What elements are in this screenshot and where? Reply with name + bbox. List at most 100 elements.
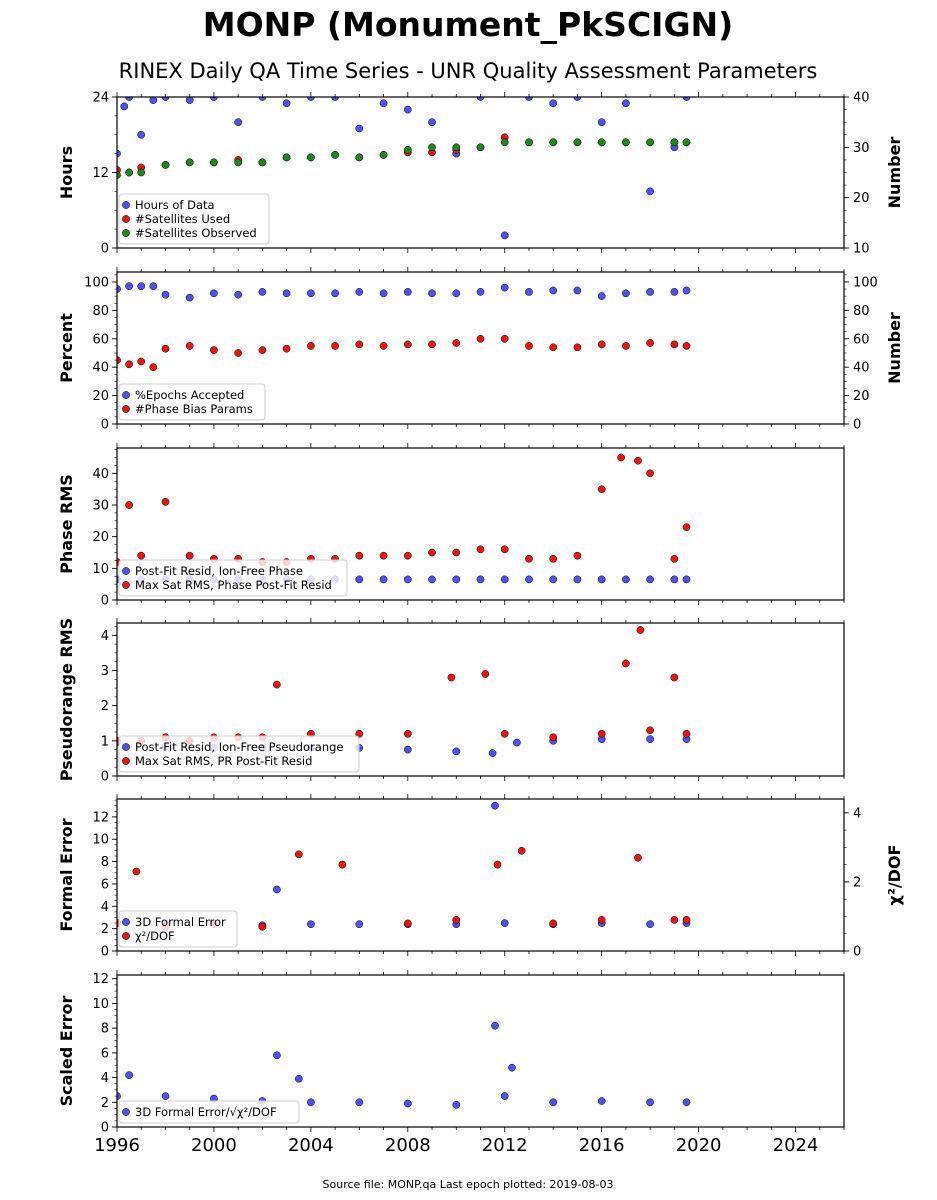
point-max-sat-rms-pr-post-fit-resid <box>622 659 630 668</box>
point-3d-formal-error-dof <box>294 1074 303 1083</box>
point-satellites-observed <box>403 145 412 154</box>
point-epochs-accepted <box>234 290 243 299</box>
y2-tick-label: 80 <box>853 304 870 319</box>
point-max-sat-rms-phase-post-fit-resid <box>403 551 412 560</box>
y-tick-label: 24 <box>92 91 109 106</box>
legend-marker <box>122 743 130 751</box>
y-tick-label: 10 <box>92 562 109 577</box>
point-3d-formal-error-dof <box>597 1097 606 1105</box>
point-satellites-observed <box>428 143 436 152</box>
legend: Post-Fit Resid, Ion-Free PseudorangeMax … <box>118 735 360 773</box>
panel-5: 0 2 4 6 8 10 12 0 2 4 χ²/DOF Formal Error 3D Formal … <box>57 794 904 960</box>
point-post-fit-resid-ion-free-phase <box>500 575 509 584</box>
point-epochs-accepted <box>379 289 388 298</box>
point-hours-of-data <box>149 97 158 104</box>
y-tick-label: 20 <box>92 389 109 404</box>
point-hours-of-data <box>403 105 412 114</box>
point-post-fit-resid-ion-free-phase <box>682 575 691 584</box>
point-epochs-accepted <box>428 289 436 298</box>
point-max-sat-rms-phase-post-fit-resid <box>573 551 582 560</box>
point-3d-formal-error-dof <box>491 1021 499 1030</box>
legend-label: 3D Formal Error/√χ²/DOF <box>135 1105 277 1119</box>
legend-label: Hours of Data <box>135 198 215 212</box>
point-3d-formal-error-dof <box>125 1071 133 1079</box>
x-tick-label: 2004 <box>288 1135 334 1156</box>
point-3d-formal-error-dof <box>500 1092 509 1100</box>
figure-title: MONP (Monument_PkSCIGN) <box>203 5 733 44</box>
y-tick-label: 100 <box>84 275 109 290</box>
point-max-sat-rms-phase-post-fit-resid <box>597 485 606 494</box>
point-epochs-accepted <box>331 289 339 298</box>
point-post-fit-resid-ion-free-phase <box>476 575 485 584</box>
legend-marker <box>122 581 130 589</box>
point-phase-bias-params <box>403 340 412 349</box>
y-tick-label: 8 <box>101 855 109 870</box>
legend-marker <box>122 215 130 223</box>
y-tick-label: 12 <box>92 972 109 987</box>
point-epochs-accepted <box>307 289 315 298</box>
point-3d-formal-error <box>491 801 499 810</box>
point-dof <box>549 919 558 928</box>
point-satellites-observed <box>670 138 679 147</box>
point-hours-of-data <box>379 99 388 108</box>
point-satellites-observed <box>682 138 691 147</box>
point-hours-of-data <box>500 231 509 240</box>
plot-area <box>117 97 691 240</box>
point-hours-of-data <box>428 118 436 127</box>
y-tick-label: 60 <box>92 332 109 347</box>
legend-label: %Epochs Accepted <box>135 388 244 402</box>
point-phase-bias-params <box>500 334 509 343</box>
y-tick-label: 4 <box>101 629 109 644</box>
point-max-sat-rms-phase-post-fit-resid <box>428 548 436 557</box>
y-tick-label: 4 <box>101 900 109 915</box>
legend-marker <box>122 1108 130 1116</box>
y2-tick-label: 2 <box>853 875 861 890</box>
x-tick-label: 2024 <box>773 1135 819 1156</box>
point-phase-bias-params <box>282 344 291 353</box>
point-phase-bias-params <box>549 343 558 352</box>
point-dof <box>452 916 461 924</box>
point-post-fit-resid-ion-free-phase <box>525 575 533 584</box>
point-satellites-observed <box>282 153 291 162</box>
point-satellites-observed <box>185 158 194 167</box>
point-post-fit-resid-ion-free-phase <box>573 575 582 584</box>
point-phase-bias-params <box>622 342 630 350</box>
point-epochs-accepted <box>137 282 146 291</box>
point-phase-bias-params <box>125 360 133 369</box>
point-post-fit-resid-ion-free-phase <box>646 575 654 584</box>
point-phase-bias-params <box>161 344 170 353</box>
point-dof <box>670 916 679 924</box>
point-phase-bias-params <box>355 340 364 349</box>
point-post-fit-resid-ion-free-phase <box>355 575 364 584</box>
y-tick-label: 0 <box>101 1121 109 1136</box>
x-tick-label: 2000 <box>191 1135 237 1156</box>
legend: 3D Formal Error/√χ²/DOF <box>118 1100 300 1124</box>
point-max-sat-rms-phase-post-fit-resid <box>185 551 194 560</box>
y2-tick-label: 20 <box>853 191 870 206</box>
legend-box <box>118 910 238 948</box>
point-phase-bias-params <box>452 339 461 347</box>
point-dof <box>517 846 526 855</box>
y2-tick-label: 40 <box>853 91 870 106</box>
point-satellites-observed <box>379 151 388 159</box>
point-max-sat-rms-pr-post-fit-resid <box>273 680 281 689</box>
point-max-sat-rms-pr-post-fit-resid <box>355 729 364 738</box>
y-tick-label: 80 <box>92 304 109 319</box>
y-tick-label: 10 <box>92 997 109 1012</box>
panel-3: 0 10 20 30 40 Phase RMS Post-Fit Resid, Ion-Fr… <box>57 443 845 609</box>
point-satellites-observed <box>234 158 243 167</box>
point-epochs-accepted <box>403 288 412 296</box>
y-tick-label: 0 <box>101 242 109 257</box>
point-epochs-accepted <box>525 288 533 296</box>
point-max-sat-rms-pr-post-fit-resid <box>646 726 654 735</box>
legend-label: #Satellites Observed <box>135 226 257 240</box>
point-max-sat-rms-phase-post-fit-resid <box>646 469 654 478</box>
y-tick-label: 0 <box>101 770 109 785</box>
point-post-fit-resid-ion-free-phase <box>670 575 679 584</box>
point-max-sat-rms-pr-post-fit-resid <box>500 729 509 738</box>
point-epochs-accepted <box>500 283 509 292</box>
legend-label: Post-Fit Resid, Ion-Free Pseudorange <box>135 740 343 754</box>
y-axis-label: Hours <box>57 146 76 199</box>
